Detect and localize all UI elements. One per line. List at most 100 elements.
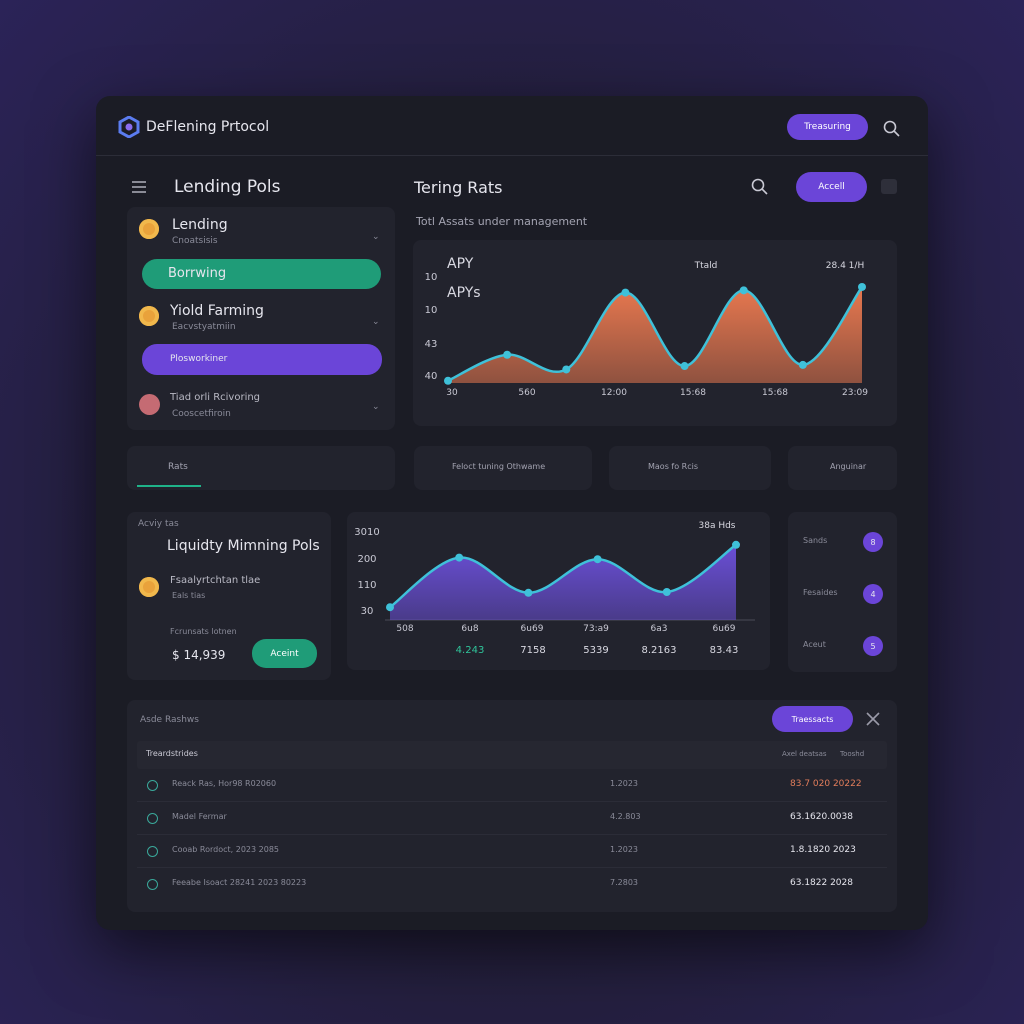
item-title: Yiold Farming xyxy=(170,303,264,319)
stat-label: Sands xyxy=(803,536,828,545)
x-tick-label: 30 xyxy=(446,388,458,398)
close-icon[interactable] xyxy=(865,711,881,727)
table-cell: 63.1822 2028 xyxy=(790,878,853,888)
table-cell: 63.1620.0038 xyxy=(790,812,853,822)
row-icon xyxy=(147,846,158,857)
item-subtitle: Cnoatsisis xyxy=(172,236,218,246)
panel-title: Lending Pols xyxy=(174,177,281,197)
chevron[interactable]: ⌄ xyxy=(372,232,380,242)
filter[interactable] xyxy=(414,446,592,490)
transactions-card xyxy=(127,700,897,912)
row-icon xyxy=(147,780,158,791)
logo xyxy=(118,116,140,138)
y-tick-label: 40 xyxy=(425,371,438,382)
table-header-cell: Treardstrides xyxy=(146,749,198,758)
x-tick-label: 6u69 xyxy=(521,624,544,634)
x-tick-label: 6u8 xyxy=(461,624,478,634)
header-button[interactable]: Treasuring xyxy=(787,114,868,140)
search-icon[interactable] xyxy=(750,177,770,197)
liquidity-label: Fcrunsats lotnen xyxy=(170,627,237,636)
point xyxy=(858,282,866,291)
search-icon[interactable] xyxy=(882,119,902,139)
point xyxy=(444,376,452,385)
divider xyxy=(96,155,928,156)
chevron[interactable]: ⌄ xyxy=(372,402,380,412)
liquidity-title: Liquidty Mimning Pols xyxy=(167,538,320,554)
table-cell: 7.2803 xyxy=(610,878,638,887)
point xyxy=(593,555,602,564)
item-bar[interactable] xyxy=(142,344,382,375)
stat-label: Fesaides xyxy=(803,588,838,597)
point xyxy=(455,553,464,562)
table-header-cell: Axel deatsas xyxy=(782,750,827,758)
chart-label: APYs xyxy=(447,285,481,301)
menu-icon[interactable] xyxy=(131,180,147,194)
stat-badge: 4 xyxy=(863,584,883,604)
icon-button[interactable] xyxy=(881,179,897,194)
rates-title: Tering Rats xyxy=(414,178,503,197)
coin-icon xyxy=(139,577,159,597)
chart-label: Ttald xyxy=(694,261,718,271)
row-divider xyxy=(137,834,887,835)
y-tick-label: 10 xyxy=(425,272,438,283)
rates-button[interactable]: Accell xyxy=(796,172,867,202)
line xyxy=(389,543,737,609)
row-icon xyxy=(147,879,158,890)
table-cell: Madel Fermar xyxy=(172,812,227,821)
table-cell: Feeabe Isoact 28241 2023 80223 xyxy=(172,878,307,887)
x-tick-label: 6a3 xyxy=(651,624,668,634)
filter[interactable] xyxy=(609,446,771,490)
filter[interactable] xyxy=(788,446,897,490)
point xyxy=(524,588,533,597)
y-tick-label: 110 xyxy=(357,580,376,591)
table-cell: 1.8.1820 2023 xyxy=(790,845,856,855)
area xyxy=(390,544,736,620)
apy-chart: 10 10 43 40 30 560 12:00 15:68 15:68 23:09 APY APYs… xyxy=(425,256,869,398)
filter[interactable] xyxy=(127,446,395,490)
area xyxy=(448,286,862,383)
row-divider xyxy=(137,801,887,802)
chart-label: APY xyxy=(447,256,474,272)
footer-value: 5339 xyxy=(583,645,608,656)
y-tick-label: 3010 xyxy=(354,527,379,538)
table-cell: Cooab Rordoct, 2023 2085 xyxy=(172,845,279,854)
transactions-title: Asde Rashws xyxy=(140,715,199,725)
stat-label: Aceut xyxy=(803,640,826,649)
liquidity-button[interactable]: Aceint xyxy=(252,639,317,668)
item-subtitle: Cooscetfiroin xyxy=(172,409,231,419)
transactions-button[interactable]: Traessacts xyxy=(772,706,853,732)
table-cell: 1.2023 xyxy=(610,779,638,788)
footer-value: 7158 xyxy=(520,645,545,656)
liquidity-item-sub: Eals tias xyxy=(172,591,206,600)
x-tick-label: 15:68 xyxy=(680,388,706,398)
liquidity-item: Fsaalyrtchtan tlae xyxy=(170,575,261,586)
filter-underline xyxy=(137,485,201,487)
item-title: Lending xyxy=(172,217,228,233)
table-cell: Reack Ras, Hor98 R02060 xyxy=(172,779,277,788)
y-tick-label: 200 xyxy=(357,554,376,565)
item-title: Plosworkiner xyxy=(170,354,228,364)
filter-label: Feloct tuning Othwame xyxy=(452,462,546,471)
chevron[interactable]: ⌄ xyxy=(372,317,380,327)
footer-value: 4.243 xyxy=(456,645,485,656)
coin-icon xyxy=(139,306,159,326)
item-bar[interactable] xyxy=(142,259,381,289)
point xyxy=(621,288,630,297)
point xyxy=(562,365,571,374)
footer-value: 83.43 xyxy=(710,645,739,656)
stat-badge: 5 xyxy=(863,636,883,656)
y-tick-label: 30 xyxy=(361,606,374,617)
filter-label: Anguinar xyxy=(830,462,867,471)
x-tick-label: 12:00 xyxy=(601,388,627,398)
mining-chart: 3010 200 110 30 508 6u8 6u69 73:a9 6a3 6u69 38a Hd… xyxy=(354,521,755,656)
x-tick-label: 73:a9 xyxy=(583,624,609,634)
point xyxy=(739,286,748,295)
filter-label: Maos fo Rcis xyxy=(648,462,699,471)
row-divider xyxy=(137,867,887,868)
footer-value: 8.2163 xyxy=(642,645,677,656)
table-header xyxy=(137,741,887,769)
chart-label: 28.4 1/H xyxy=(826,261,864,271)
coin-icon xyxy=(139,219,159,239)
item-subtitle: Eacvstyatmiin xyxy=(172,322,236,332)
